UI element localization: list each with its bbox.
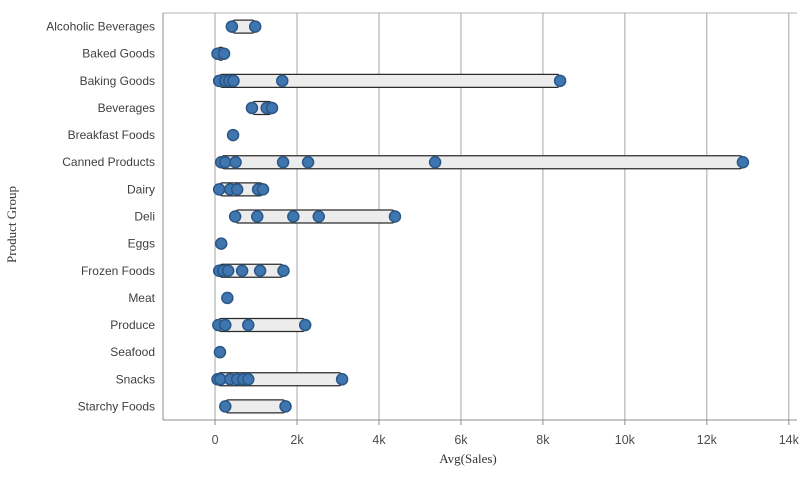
x-tick-label: 0 (212, 433, 219, 447)
distribution-point[interactable] (225, 20, 239, 33)
distribution-point[interactable] (248, 20, 262, 33)
y-axis-title: Product Group (4, 186, 19, 263)
category-label[interactable]: Meat (128, 291, 155, 305)
distribution-point[interactable] (251, 210, 264, 223)
category-label[interactable]: Canned Products (62, 155, 155, 169)
category-label[interactable]: Deli (134, 210, 155, 224)
distribution-point[interactable] (256, 183, 270, 196)
distribution-point[interactable] (241, 318, 255, 332)
distribution-point[interactable] (253, 264, 267, 278)
category-label[interactable]: Beverages (98, 101, 155, 115)
distribution-point[interactable] (229, 155, 242, 169)
distribution-point[interactable] (553, 74, 567, 88)
x-tick-label: 4k (372, 433, 386, 447)
range-bar (224, 399, 287, 414)
distribution-point[interactable] (245, 101, 259, 115)
distribution-point[interactable] (212, 183, 226, 196)
category-label[interactable]: Dairy (127, 182, 155, 196)
distribution-point[interactable] (230, 183, 244, 196)
x-tick-label: 14k (779, 433, 800, 447)
x-axis-title: Avg(Sales) (439, 451, 497, 466)
distribution-point[interactable] (276, 155, 290, 169)
x-tick-label: 8k (536, 433, 550, 447)
x-tick-label: 2k (290, 433, 304, 447)
x-tick-label: 12k (697, 433, 718, 447)
x-tick-label: 6k (454, 433, 468, 447)
distribution-point[interactable] (219, 155, 232, 169)
category-label[interactable]: Baking Goods (80, 74, 155, 88)
distribution-point[interactable] (276, 74, 289, 88)
distribution-point[interactable] (241, 373, 255, 386)
category-label[interactable]: Alcoholic Beverages (46, 20, 155, 34)
distribution-point[interactable] (219, 400, 232, 413)
category-label[interactable]: Starchy Foods (78, 399, 155, 413)
range-bar (220, 155, 744, 170)
category-label[interactable]: Produce (110, 318, 155, 332)
distribution-point[interactable] (335, 373, 349, 386)
category-label[interactable]: Breakfast Foods (68, 128, 155, 142)
distribution-point[interactable] (227, 74, 240, 88)
distribution-point[interactable] (736, 155, 750, 169)
x-tick-label: 10k (615, 433, 636, 447)
distribution-point[interactable] (428, 155, 442, 169)
distribution-point[interactable] (217, 47, 231, 60)
distribution-point[interactable] (221, 291, 234, 305)
distribution-point[interactable] (312, 210, 325, 223)
distribution-point[interactable] (277, 264, 290, 278)
distribution-point[interactable] (298, 318, 312, 332)
distribution-point[interactable] (219, 318, 232, 332)
distribution-point[interactable] (213, 345, 227, 359)
distribution-point[interactable] (265, 101, 279, 115)
range-bar (218, 73, 561, 88)
category-label[interactable]: Seafood (110, 345, 155, 359)
distribution-point[interactable] (301, 155, 315, 169)
category-label[interactable]: Frozen Foods (81, 264, 155, 278)
distribution-point[interactable] (388, 210, 402, 223)
category-label[interactable]: Eggs (128, 237, 155, 251)
distribution-point[interactable] (221, 264, 235, 278)
distribution-point[interactable] (228, 210, 242, 223)
category-label[interactable]: Baked Goods (82, 47, 155, 61)
distribution-point[interactable] (214, 237, 228, 250)
distribution-point[interactable] (279, 400, 292, 413)
category-label[interactable]: Snacks (116, 372, 155, 386)
distribution-point[interactable] (287, 210, 300, 223)
distribution-point[interactable] (226, 128, 240, 142)
distribution-point[interactable] (235, 264, 249, 278)
